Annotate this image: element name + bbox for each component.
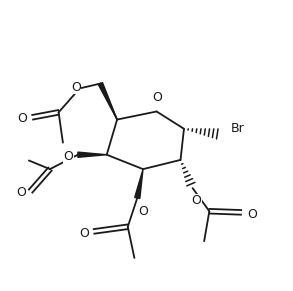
Text: Br: Br xyxy=(231,122,244,135)
Text: O: O xyxy=(71,81,81,94)
Text: O: O xyxy=(247,208,257,221)
Text: O: O xyxy=(138,205,148,218)
Text: O: O xyxy=(18,113,28,125)
Text: O: O xyxy=(152,91,162,104)
Text: O: O xyxy=(191,194,201,207)
Text: O: O xyxy=(16,186,26,199)
Polygon shape xyxy=(135,169,143,198)
Polygon shape xyxy=(78,152,107,157)
Text: O: O xyxy=(80,228,89,240)
Text: O: O xyxy=(63,150,73,163)
Polygon shape xyxy=(98,83,117,120)
